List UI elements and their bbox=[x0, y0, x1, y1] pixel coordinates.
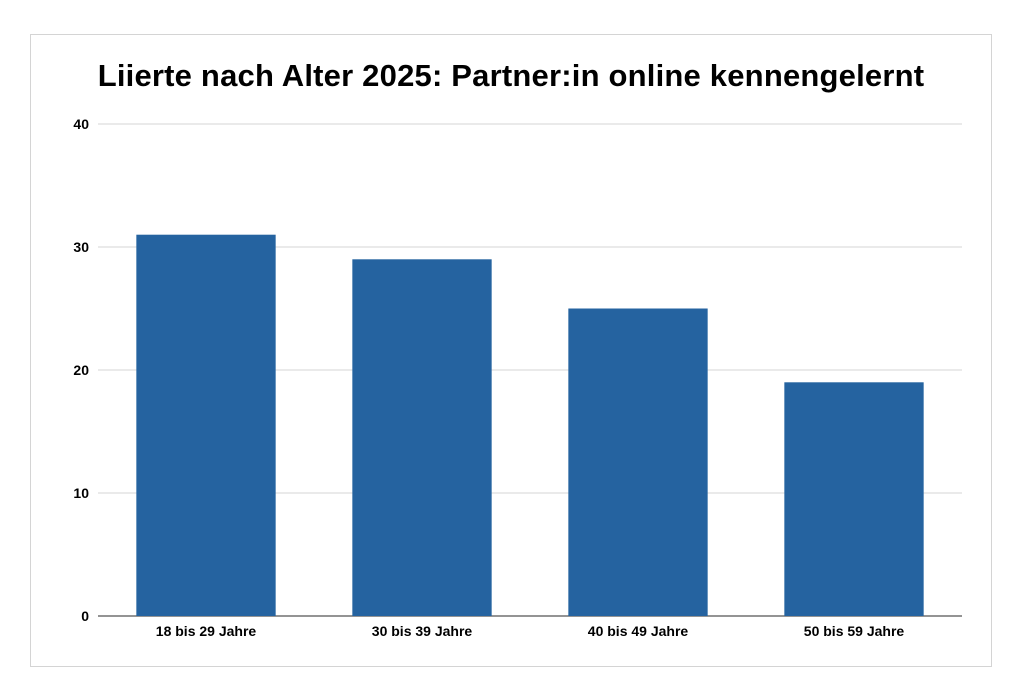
y-tick-label: 0 bbox=[81, 608, 89, 624]
bar bbox=[136, 234, 276, 616]
x-tick-label: 30 bis 39 Jahre bbox=[372, 623, 473, 639]
x-tick-label: 50 bis 59 Jahre bbox=[804, 623, 905, 639]
y-tick-label: 40 bbox=[73, 116, 89, 132]
bar bbox=[352, 259, 492, 616]
bar bbox=[784, 382, 924, 616]
bar bbox=[568, 308, 708, 616]
x-tick-label: 40 bis 49 Jahre bbox=[588, 623, 689, 639]
y-tick-label: 20 bbox=[73, 362, 89, 378]
chart-title: Liierte nach Alter 2025: Partner:in onli… bbox=[97, 58, 925, 93]
y-tick-label: 10 bbox=[73, 485, 89, 501]
x-tick-label: 18 bis 29 Jahre bbox=[156, 623, 257, 639]
y-tick-label: 30 bbox=[73, 239, 89, 255]
